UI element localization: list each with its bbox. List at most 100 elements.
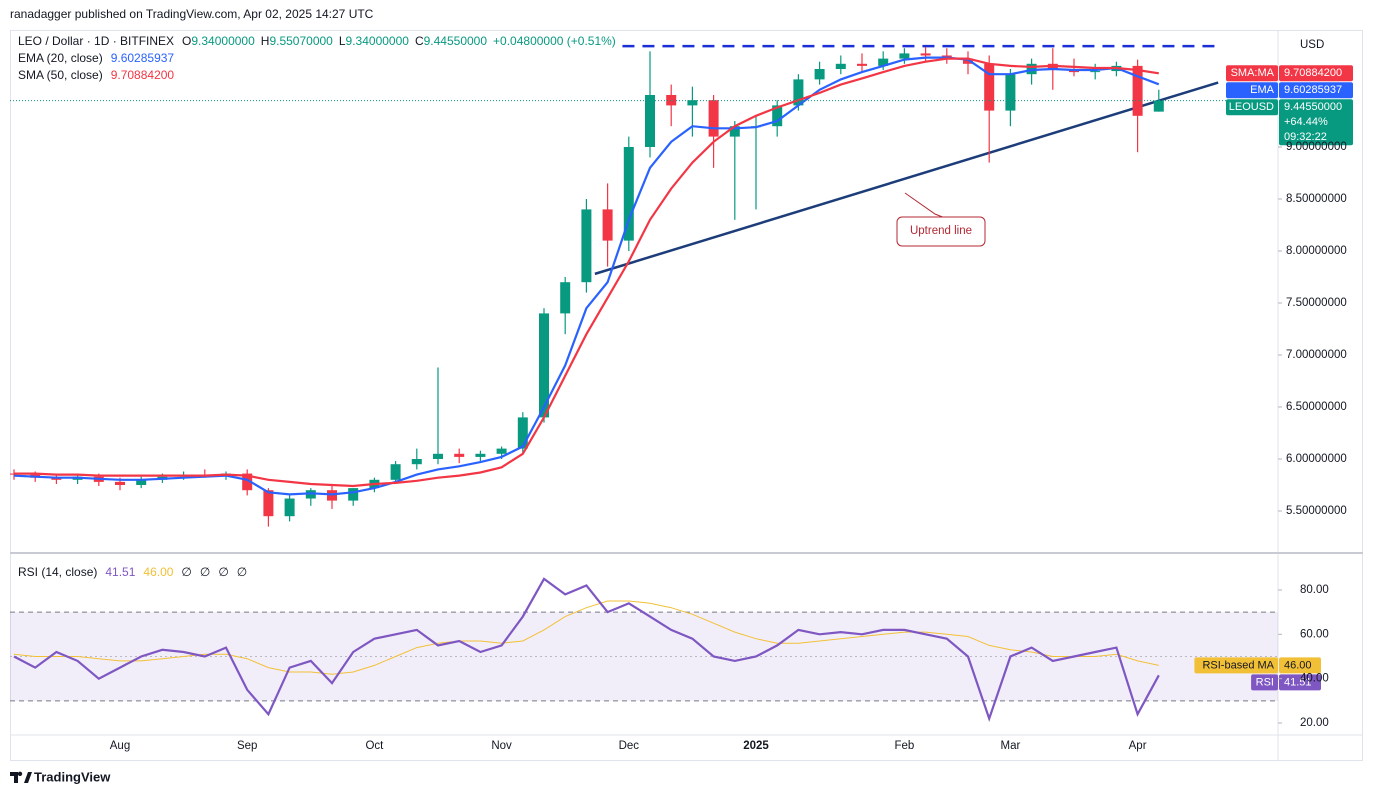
- candle-body: [835, 63, 846, 69]
- candle-body: [136, 479, 147, 485]
- price-tag-name: LEOUSD: [1229, 101, 1274, 113]
- publisher: ranadagger published on TradingView.com,…: [10, 7, 374, 21]
- candle-body: [1090, 71, 1101, 73]
- indicator-legend: SMA (50, close) 9.70884200: [18, 68, 174, 82]
- price-tag-box: [1279, 99, 1353, 146]
- candle-body: [708, 100, 719, 137]
- trendline: [594, 81, 1219, 276]
- candle-body: [496, 448, 507, 454]
- candle-body: [623, 147, 634, 241]
- price-tag-name: SMA:MA: [1231, 67, 1275, 79]
- price-pane: [10, 44, 1219, 527]
- candle-body: [581, 209, 592, 283]
- change: +0.04800000 (+0.51%): [493, 34, 616, 48]
- rsi-extra: ∅: [200, 565, 210, 579]
- candle-body: [263, 490, 274, 517]
- candle-body: [666, 95, 677, 106]
- rsi-tag-name: RSI: [1256, 676, 1274, 688]
- rsi-value: 41.51: [105, 565, 135, 579]
- y-tick-label: 40.00: [1300, 673, 1329, 685]
- rsi-legend: RSI (14, close) 41.51 46.00 ∅ ∅ ∅ ∅: [18, 565, 247, 579]
- indicator-value: 9.70884200: [111, 68, 175, 82]
- rsi-extra: ∅: [181, 565, 191, 579]
- candle-body: [814, 69, 825, 80]
- y-tick-label: 6.50000000: [1286, 401, 1347, 413]
- candle-body: [284, 498, 295, 517]
- x-tick-label: Nov: [491, 740, 512, 752]
- candle-body: [454, 453, 465, 457]
- y-tick-label: 7.00000000: [1286, 349, 1347, 361]
- x-tick-label: 2025: [743, 740, 769, 752]
- y-tick-label: 60.00: [1300, 628, 1329, 640]
- y-tick-label: 6.00000000: [1286, 453, 1347, 465]
- rsi-tag: [1251, 674, 1278, 691]
- y-tick-label: 20.00: [1300, 717, 1329, 729]
- y-tick-label: 80.00: [1300, 584, 1329, 596]
- candle-body: [772, 105, 783, 127]
- indicator-legend: EMA (20, close) 9.60285937: [18, 51, 174, 65]
- rsi-tag-box: [1279, 674, 1321, 691]
- overlay: Uptrend line SMA:MA 9.70884200 EMA 9.6028593…: [10, 65, 1353, 691]
- candle-body: [729, 126, 740, 137]
- y-tick-label: 9.00000000: [1286, 141, 1347, 153]
- candle-body: [1132, 65, 1143, 116]
- rsi-extra: ∅: [218, 565, 228, 579]
- price-tag-value: 9.70884200: [1284, 67, 1342, 79]
- candle-body: [984, 63, 995, 111]
- brand: TradingView: [34, 769, 111, 784]
- annotation-box: [896, 216, 986, 247]
- footer-logo: TradingView: [10, 769, 111, 784]
- indicator-name: SMA (50, close): [18, 68, 103, 82]
- y-tick-label: 8.50000000: [1286, 193, 1347, 205]
- candle-body: [645, 95, 655, 147]
- x-tick-label: Mar: [1000, 740, 1020, 752]
- ohlc-label: O: [182, 34, 191, 48]
- x-tick-label: Sep: [237, 740, 257, 752]
- rsi-tag: [1194, 657, 1278, 674]
- y-tick-label: 5.50000000: [1286, 505, 1347, 517]
- candle-body: [899, 53, 910, 59]
- candle-body: [517, 417, 528, 449]
- rsi-line: [13, 600, 1159, 675]
- candle-body: [857, 63, 867, 66]
- symbol: LEO / Dollar · 1D · BITFINEX: [18, 34, 174, 48]
- candle-body: [433, 453, 443, 459]
- candle-body: [411, 459, 422, 465]
- symbol-legend: LEO / Dollar · 1D · BITFINEX O 9.34000000 H…: [18, 34, 616, 48]
- rsi-pane: [10, 577, 1278, 723]
- ohlc-label: L: [339, 34, 346, 48]
- price-tag: [1226, 82, 1278, 99]
- moving-average: [14, 57, 1159, 488]
- indicator-name: EMA (20, close): [18, 51, 103, 65]
- chart-frame: [10, 30, 1363, 761]
- candle-body: [560, 282, 571, 314]
- candle-body: [390, 464, 401, 480]
- price-tag: [1226, 99, 1278, 116]
- rsi-tag-value: 46.00: [1284, 659, 1312, 671]
- candle-body: [1153, 100, 1164, 112]
- rsi-value: 46.00: [143, 565, 173, 579]
- price-tag-value: 9.60285937: [1284, 84, 1342, 96]
- candle-body: [793, 79, 804, 106]
- rsi-tag-name: RSI-based MA: [1202, 659, 1274, 671]
- price-tag: [1226, 65, 1278, 82]
- annotation-text: Uptrend line: [910, 225, 972, 237]
- candle-body: [920, 53, 931, 56]
- x-tick-label: Apr: [1129, 740, 1147, 752]
- candle-body: [115, 481, 125, 485]
- candle-body: [475, 453, 486, 457]
- price-tag-box: [1279, 82, 1353, 99]
- currency: USD: [1300, 39, 1324, 51]
- ohlc-label: H: [261, 34, 270, 48]
- price-tag-value: 9.44550000: [1284, 101, 1342, 113]
- ohlc-value: 9.34000000: [346, 34, 410, 48]
- candle-body: [1005, 74, 1016, 111]
- y-tick-label: 7.50000000: [1286, 297, 1347, 309]
- ohlc-label: C: [415, 34, 424, 48]
- price-tag-name: EMA: [1250, 84, 1275, 96]
- y-tick-label: 8.00000000: [1286, 245, 1347, 257]
- candle-body: [242, 473, 253, 491]
- indicator-value: 9.60285937: [111, 51, 175, 65]
- candle-body: [602, 209, 613, 241]
